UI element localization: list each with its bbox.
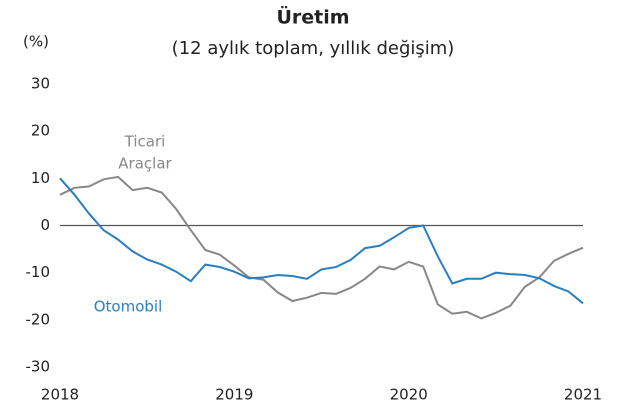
x-tick-label: 2021 (564, 386, 602, 404)
y-tick-label: -20 (26, 310, 51, 328)
x-tick-label: 2020 (390, 386, 428, 404)
y-tick-label: -10 (26, 263, 51, 281)
x-tick-label: 2018 (41, 386, 79, 404)
series-label: Ticari (124, 133, 166, 151)
y-tick-label: 30 (31, 75, 50, 93)
y-tick-label: 10 (31, 169, 50, 187)
line-series (59, 177, 584, 305)
series-label: Araçlar (118, 155, 172, 173)
y-tick-label: 20 (31, 122, 50, 140)
y-tick-label: 0 (40, 216, 50, 234)
chart-subtitle: (12 aylık toplam, yıllık değişim) (172, 38, 455, 59)
chart-title: Üretim (276, 5, 349, 29)
line-series (59, 175, 584, 320)
y-unit: (%) (23, 33, 49, 51)
series-label: Otomobil (94, 298, 163, 316)
y-tick-label: -30 (26, 358, 51, 376)
x-tick-label: 2019 (215, 386, 253, 404)
